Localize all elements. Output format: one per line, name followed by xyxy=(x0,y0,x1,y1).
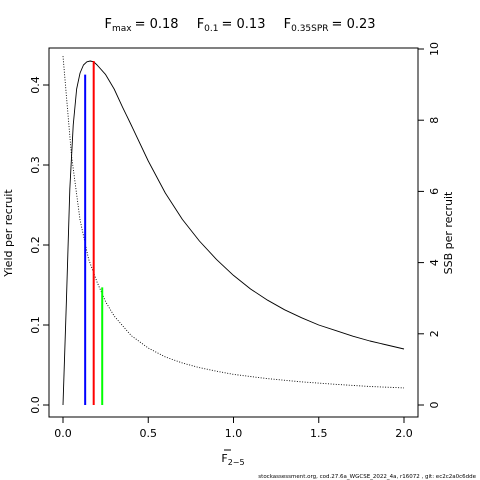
x-tick-label-2: 1.0 xyxy=(225,427,243,440)
chart-title: Fmax = 0.18 F0.1 = 0.13 F0.35SPR = 0.23 xyxy=(104,17,375,34)
x-tick-label-0: 0.0 xyxy=(54,427,72,440)
title-fspr-sub: 0.35SPR xyxy=(291,24,328,34)
yield-per-recruit-line xyxy=(62,60,405,406)
x-axis-title-sub: 2−5 xyxy=(228,458,245,467)
y-axis-left-title: Yield per recruit xyxy=(2,189,15,278)
title-fspr-value: = 0.23 xyxy=(332,17,376,32)
y-axis-right: 0 2 4 6 8 10 xyxy=(418,42,441,409)
x-axis-title-main: F xyxy=(221,452,227,465)
title-fmax-symbol: F xyxy=(104,17,111,32)
y-right-tick-label-1: 2 xyxy=(428,330,441,337)
y-right-tick-label-2: 4 xyxy=(428,259,441,266)
y-right-tick-label-5: 10 xyxy=(428,42,441,56)
title-fmax-value: = 0.18 xyxy=(135,17,179,32)
y-right-tick-label-3: 6 xyxy=(428,188,441,195)
x-axis-title: F2−5 xyxy=(221,452,244,467)
plot-frame xyxy=(48,47,419,418)
series-layer xyxy=(62,56,405,406)
y-left-tick-label-2: 0.2 xyxy=(29,236,42,254)
x-tick-label-4: 2.0 xyxy=(395,427,413,440)
ssb-per-recruit-line xyxy=(62,56,405,389)
title-f01-symbol: F xyxy=(197,17,204,32)
title-f01-sub: 0.1 xyxy=(204,24,218,34)
y-right-tick-label-4: 8 xyxy=(428,117,441,124)
y-left-tick-label-1: 0.1 xyxy=(29,316,42,334)
y-axis-left: 0.0 0.1 0.2 0.3 0.4 xyxy=(29,76,49,414)
y-left-tick-label-3: 0.3 xyxy=(29,156,42,174)
title-f01-value: = 0.13 xyxy=(222,17,266,32)
y-left-tick-label-4: 0.4 xyxy=(29,76,42,94)
footer-source: stockassessment.org, cod.27.6a_WGCSE_202… xyxy=(258,474,476,480)
title-fspr-symbol: F xyxy=(284,17,291,32)
y-axis-right-title: SSB per recruit xyxy=(442,191,455,274)
x-tick-label-3: 1.5 xyxy=(310,427,328,440)
reference-lines xyxy=(84,61,104,405)
y-right-tick-label-0: 0 xyxy=(428,402,441,409)
x-tick-label-1: 0.5 xyxy=(140,427,158,440)
x-axis: 0.0 0.5 1.0 1.5 2.0 xyxy=(54,417,413,440)
y-left-tick-label-0: 0.0 xyxy=(29,396,42,414)
title-fmax-sub: max xyxy=(112,24,132,34)
